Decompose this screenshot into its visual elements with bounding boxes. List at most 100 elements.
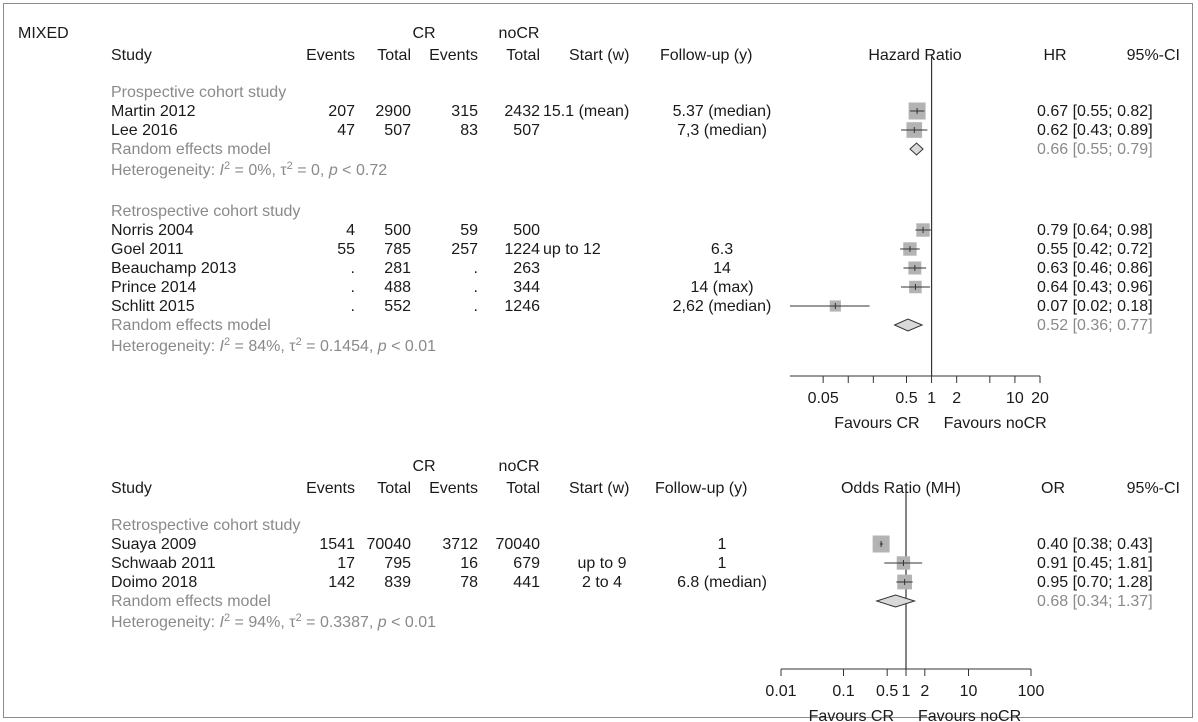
figure-frame [3, 3, 1193, 718]
start-week: 15.1 (mean) [543, 103, 629, 120]
x-tick-label: 10 [1006, 390, 1024, 407]
followup: 1 [718, 536, 727, 553]
nocr-events: 83 [460, 122, 478, 139]
nocr-total: 70040 [496, 536, 541, 553]
model-label: Random effects model [111, 141, 271, 158]
model-effect-ci-text: 0.52 [0.36; 0.77] [1037, 317, 1153, 334]
cr-total: 795 [384, 555, 411, 572]
model-diamond [875, 594, 917, 608]
x-tick-label: 2 [952, 390, 961, 407]
start-week: up to 9 [578, 555, 627, 572]
study-name: Beauchamp 2013 [111, 260, 237, 277]
study-name: Lee 2016 [111, 122, 178, 139]
nocr-total: 263 [513, 260, 540, 277]
x-tick-label: 100 [1018, 683, 1045, 700]
study-name: Goel 2011 [111, 241, 184, 258]
followup: 6.8 (median) [677, 574, 767, 591]
study-name: Schlitt 2015 [111, 298, 195, 315]
nocr-events: 78 [460, 574, 478, 591]
x-tick-label: 2 [920, 683, 929, 700]
study-name: Norris 2004 [111, 222, 194, 239]
cr-events: 55 [337, 241, 355, 258]
header-followup: Follow-up (y) [655, 480, 747, 497]
x-tick-label: 1 [927, 390, 936, 407]
header-study: Study [111, 47, 152, 64]
study-name: Prince 2014 [111, 279, 196, 296]
cr-events: . [351, 298, 355, 315]
nocr-total: 507 [513, 122, 540, 139]
cr-events: 1541 [319, 536, 355, 553]
cr-events: 17 [337, 555, 355, 572]
header-start: Start (w) [569, 480, 629, 497]
effect-ci-text: 0.64 [0.43; 0.96] [1037, 279, 1153, 296]
header-effect: OR [1041, 480, 1065, 497]
nocr-events: 16 [460, 555, 478, 572]
header-cr-events: Events [306, 480, 355, 497]
header-nocr-total: Total [506, 47, 540, 64]
cr-events: 142 [328, 574, 355, 591]
header-measure: Odds Ratio (MH) [841, 480, 961, 497]
header-cr: CR [412, 25, 435, 42]
nocr-total: 2432 [504, 103, 540, 120]
nocr-events: . [474, 298, 478, 315]
header-cr-total: Total [377, 480, 411, 497]
nocr-events: 315 [451, 103, 478, 120]
nocr-total: 441 [513, 574, 540, 591]
model-effect-ci-text: 0.68 [0.34; 1.37] [1037, 593, 1153, 610]
followup: 6.3 [711, 241, 733, 258]
x-tick-label: 0.01 [765, 683, 796, 700]
followup: 1 [718, 555, 727, 572]
effect-ci-text: 0.91 [0.45; 1.81] [1037, 555, 1153, 572]
cr-events: 4 [346, 222, 355, 239]
cr-total: 552 [384, 298, 411, 315]
cr-total: 839 [384, 574, 411, 591]
nocr-events: . [474, 279, 478, 296]
header-ci: 95%-CI [1127, 47, 1180, 64]
nocr-total: 1224 [504, 241, 540, 258]
cr-events: . [351, 279, 355, 296]
x-tick-label: 1 [902, 683, 911, 700]
cr-events: . [351, 260, 355, 277]
x-tick-label: 0.1 [832, 683, 854, 700]
study-name: Doimo 2018 [111, 574, 197, 591]
group-label: Retrospective cohort study [111, 203, 300, 220]
header-nocr: noCR [499, 458, 540, 475]
header-measure: Hazard Ratio [868, 47, 961, 64]
favours-cr-label: Favours CR [809, 708, 894, 722]
followup: 5.37 (median) [673, 103, 772, 120]
header-nocr-events: Events [429, 480, 478, 497]
effect-ci-text: 0.79 [0.64; 0.98] [1037, 222, 1153, 239]
study-name: Martin 2012 [111, 103, 196, 120]
nocr-events: 3712 [442, 536, 478, 553]
nocr-total: 500 [513, 222, 540, 239]
x-tick-label: 0.05 [808, 390, 839, 407]
nocr-events: 59 [460, 222, 478, 239]
study-name: Suaya 2009 [111, 536, 197, 553]
group-label: Prospective cohort study [111, 84, 286, 101]
cr-events: 47 [337, 122, 355, 139]
followup: 7,3 (median) [677, 122, 767, 139]
x-tick-label: 20 [1031, 390, 1049, 407]
cr-total: 281 [384, 260, 411, 277]
header-effect: HR [1043, 47, 1066, 64]
cr-total: 488 [384, 279, 411, 296]
model-label: Random effects model [111, 593, 271, 610]
header-nocr-events: Events [429, 47, 478, 64]
nocr-events: 257 [451, 241, 478, 258]
cr-total: 785 [384, 241, 411, 258]
header-followup: Follow-up (y) [660, 47, 752, 64]
favours-cr-label: Favours CR [834, 415, 919, 432]
section-label: MIXED [18, 25, 69, 42]
nocr-total: 679 [513, 555, 540, 572]
group-label: Retrospective cohort study [111, 517, 300, 534]
effect-ci-text: 0.62 [0.43; 0.89] [1037, 122, 1153, 139]
effect-ci-text: 0.55 [0.42; 0.72] [1037, 241, 1153, 258]
model-label: Random effects model [111, 317, 271, 334]
followup: 14 [713, 260, 731, 277]
cr-total: 507 [384, 122, 411, 139]
heterogeneity-text: Heterogeneity: I2 = 94%, τ2 = 0.3387, p … [111, 612, 436, 631]
favours-nocr-label: Favours noCR [944, 415, 1047, 432]
favours-nocr-label: Favours noCR [918, 708, 1021, 722]
model-diamond [909, 142, 924, 156]
